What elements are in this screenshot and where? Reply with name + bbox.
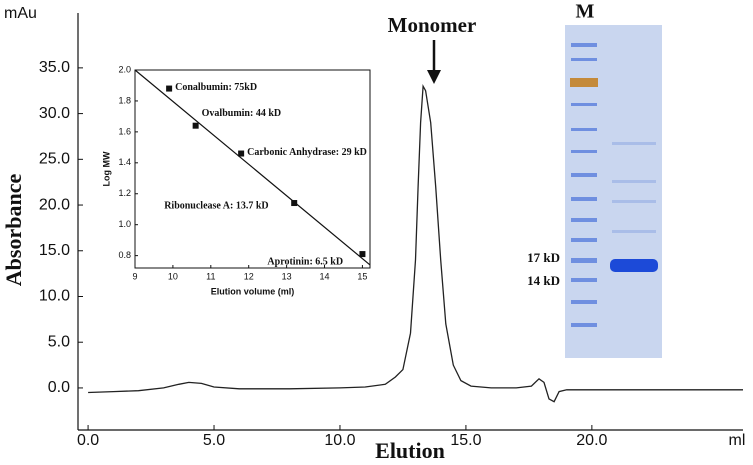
band xyxy=(571,197,597,201)
y-tick-label: 1.6 xyxy=(118,126,131,136)
x-tick-label: 10.0 xyxy=(324,432,355,449)
y-tick-label: 5.0 xyxy=(48,333,70,350)
y-tick-label: 0.0 xyxy=(48,379,70,396)
band xyxy=(571,258,597,263)
gel-background xyxy=(565,25,662,358)
point xyxy=(359,251,366,258)
x-tick-label: 13 xyxy=(282,271,292,281)
x-tick-label: 12 xyxy=(244,271,254,281)
point-label: Carbonic Anhydrase: 29 kD xyxy=(247,147,367,158)
point-label: Conalbumin: 75kD xyxy=(175,82,257,93)
point xyxy=(166,85,173,92)
y-tick-label: 1.2 xyxy=(118,188,131,198)
band xyxy=(571,218,597,222)
x-tick-label: 5.0 xyxy=(203,432,225,449)
y-tick-label: 1.8 xyxy=(118,95,131,105)
y-tick-label: 35.0 xyxy=(39,59,70,76)
x-tick-label: 15.0 xyxy=(450,432,481,449)
band xyxy=(612,230,656,233)
point xyxy=(291,200,298,207)
x-axis-label: Elution xyxy=(375,438,445,463)
sample-lane xyxy=(610,142,658,272)
band xyxy=(571,238,597,242)
band xyxy=(571,103,597,106)
fit-line xyxy=(134,69,371,266)
band xyxy=(612,180,656,183)
arrow-head xyxy=(427,70,441,84)
y-tick-label: 1.0 xyxy=(118,219,131,229)
x-axis-label: Elution volume (ml) xyxy=(211,286,295,296)
x-tick-label: 10 xyxy=(168,271,178,281)
trace xyxy=(88,83,743,403)
y-tick-label: 30.0 xyxy=(39,105,70,122)
band xyxy=(571,323,597,327)
y-axis-label: Absorbance xyxy=(1,174,26,287)
point-label: Aprotinin: 6.5 kD xyxy=(267,256,343,267)
band xyxy=(571,300,597,304)
band xyxy=(612,142,656,145)
point-label: Ovalbumin: 44 kD xyxy=(202,108,281,119)
band xyxy=(571,128,597,131)
y-tick-label: 15.0 xyxy=(39,242,70,259)
band xyxy=(571,278,597,282)
y-tick-label: 20.0 xyxy=(39,196,70,213)
point xyxy=(238,150,245,157)
annotation: Monomer xyxy=(388,13,477,37)
x-tick-label: 15 xyxy=(357,271,367,281)
x-tick-label: 14 xyxy=(320,271,330,281)
marker-label: 17 kD xyxy=(527,250,560,265)
y-tick-label: 2.0 xyxy=(118,64,131,74)
x-tick-label: 9 xyxy=(132,271,137,281)
band xyxy=(612,200,656,203)
band xyxy=(570,78,598,87)
lane-label: M xyxy=(576,1,595,23)
y-tick-label: 0.8 xyxy=(118,250,131,260)
band xyxy=(571,43,597,47)
marker-lane xyxy=(571,43,597,327)
y-unit: mAu xyxy=(4,5,37,22)
band xyxy=(610,259,658,272)
band xyxy=(571,58,597,61)
y-tick-label: 25.0 xyxy=(39,151,70,168)
band xyxy=(571,173,597,177)
x-unit: ml xyxy=(729,432,746,449)
point xyxy=(192,122,199,129)
marker-label: 14 kD xyxy=(527,273,560,288)
point-label: Ribonuclease A: 13.7 kD xyxy=(164,200,268,211)
x-tick-label: 20.0 xyxy=(576,432,607,449)
band xyxy=(571,150,597,153)
y-tick-label: 1.4 xyxy=(118,157,131,167)
gel-image: M 17 kD 14 kD xyxy=(527,1,662,358)
y-axis-label: Log MW xyxy=(101,151,111,186)
x-tick-label: 0.0 xyxy=(77,432,99,449)
x-tick-label: 11 xyxy=(206,271,215,281)
y-tick-label: 10.0 xyxy=(39,288,70,305)
